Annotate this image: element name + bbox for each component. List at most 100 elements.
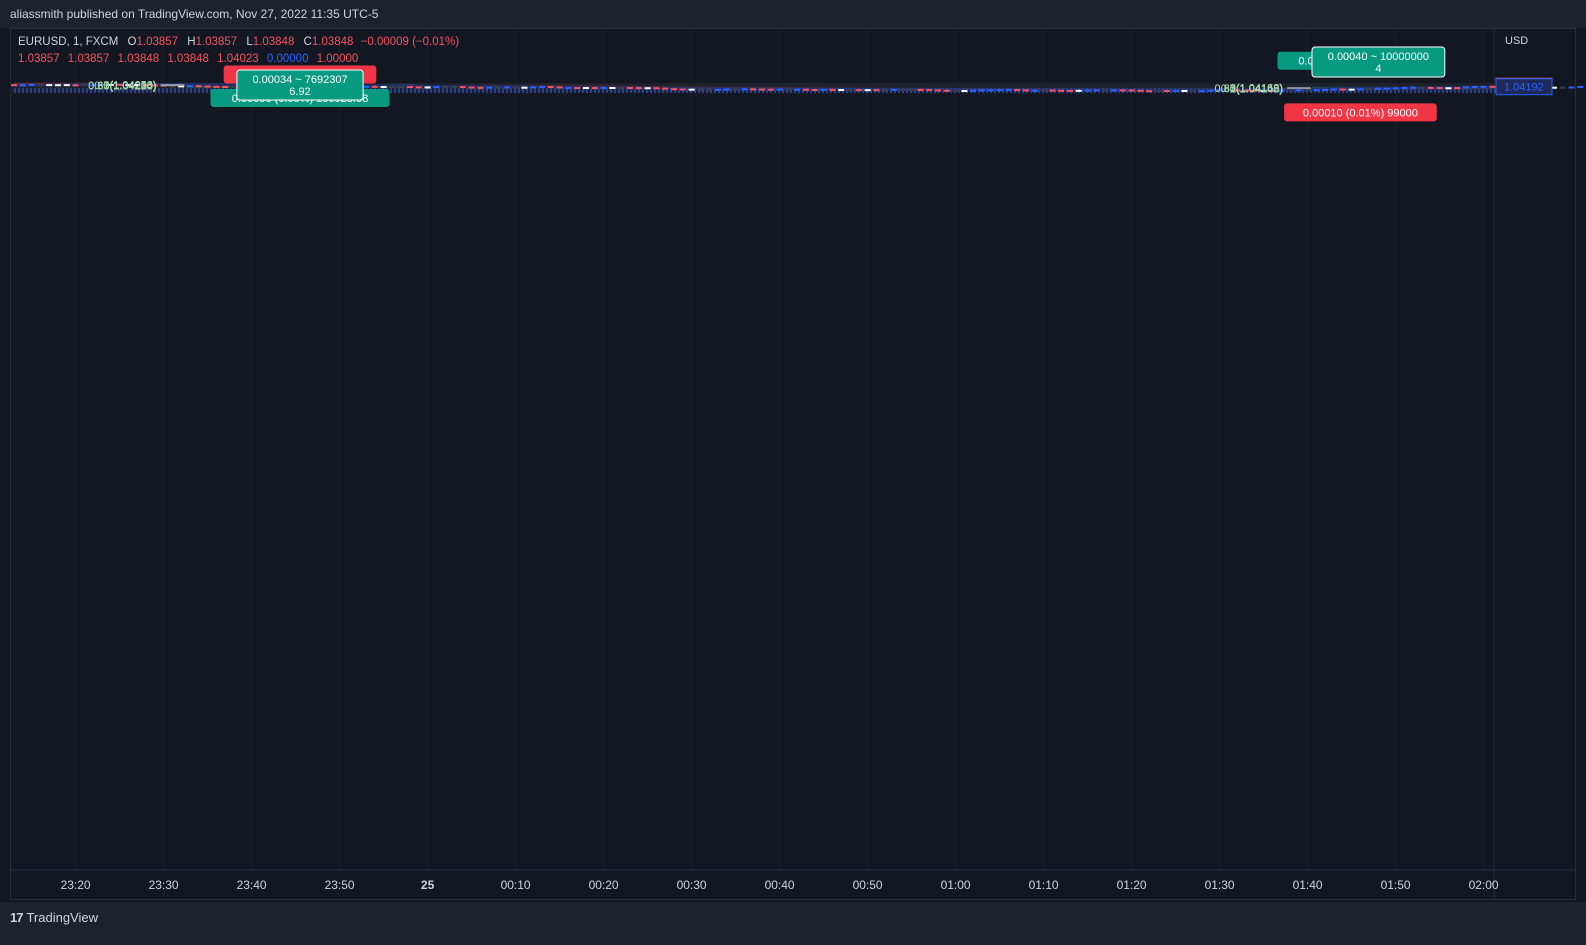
candle-body [1480,85,1487,88]
candle-body [143,84,149,87]
chart-frame[interactable] [10,28,1576,900]
candle-body [222,86,229,89]
candle-body [37,84,44,87]
candle-body [1181,89,1188,92]
candle-body [1445,87,1452,90]
candle-body [1568,86,1575,89]
candle-body [1357,88,1364,91]
candle-body [979,89,985,92]
candle-body [1049,89,1056,92]
time-tick-label: 01:10 [1029,878,1059,892]
chart-legend: EURUSD, 1, FXCM O1.03857 H1.03857 L1.038… [18,34,459,68]
candle-body [882,89,889,92]
candle-body [72,84,79,87]
fib-level-label: 0.33(1.04235) [88,80,157,92]
candle-body [1313,89,1320,92]
candle-body [1119,89,1126,92]
tv-icon: 17 [10,910,24,925]
candle-body [407,86,413,89]
candle-body [662,87,669,90]
candle-body [389,86,396,89]
candle-body [838,89,845,92]
candle-body [1436,87,1443,90]
fib-level-label: 0(1.04224) [103,81,156,93]
candle-body [1102,89,1109,92]
candle-body [1199,90,1205,93]
candle-body [442,86,449,89]
candle-body [1410,86,1417,89]
time-tick-label: 23:30 [149,878,179,892]
tradingview-logo[interactable]: 17 TradingView [10,910,98,925]
time-tick-label: 01:20 [1117,878,1147,892]
time-tick-label: 01:00 [941,878,971,892]
candle-body [371,85,378,88]
candle-body [741,88,748,91]
close-label: C [303,36,312,48]
close-value: 1.03848 [311,36,354,48]
low-label: L [246,36,253,48]
candle-body [926,88,933,91]
candle-body [627,86,633,89]
fib-level-label: 0.5(1.04240) [94,80,156,92]
candle-body [213,85,220,88]
candle-body [477,86,484,89]
indicator-value: 1.03848 [167,53,209,65]
brand-text: TradingView [26,910,99,925]
candle-body [530,86,537,89]
time-tick-label: 00:50 [853,878,883,892]
symbol-label[interactable]: EURUSD, 1, FXCM [18,36,119,48]
candle-body [935,89,941,92]
candle-body [169,85,176,88]
indicator-value: 0.00000 [266,53,309,65]
candle-body [1322,88,1329,91]
currency-label: USD [1505,35,1528,47]
candle-body [503,86,510,89]
candle-body [1093,89,1100,92]
time-tick-label: 23:40 [237,878,267,892]
candle-body [1251,89,1258,92]
candle-body [908,88,915,91]
candle-body [891,88,897,91]
candle-body [1551,86,1557,89]
price-badge-bg [1495,78,1553,96]
candle-body [917,88,924,91]
position-info-label: 0.00040 ~ 10000000 [1328,51,1429,63]
position-info-label: 4 [1375,63,1381,75]
candle-body [706,88,713,91]
candle-body [1128,89,1135,92]
time-tick-label: 23:50 [325,878,355,892]
published-line: aliassmith published on TradingView.com,… [10,7,379,21]
candle-body [952,89,959,92]
candle-body [1339,88,1346,91]
fib-level-label: 0.67(1.04245) [88,80,157,92]
time-tick-label: 02:00 [1469,878,1499,892]
time-tick-label: 00:10 [501,878,531,892]
candle-body [829,88,836,91]
candle-body [1559,86,1566,89]
candle-body [204,85,211,88]
candle-body [1190,89,1197,92]
candle-body [1040,89,1047,92]
candle-body [63,84,70,87]
indicator-line: 1.03857 1.03857 1.03848 1.03848 1.04023 … [18,51,459,68]
candle-body [767,88,774,91]
candle-body [1031,89,1038,92]
candle-body [11,84,17,87]
candle-body [785,88,792,91]
low-value: 1.03848 [252,36,295,48]
candle-body [125,84,132,87]
candle-body [1278,89,1285,92]
candle-body [46,84,53,87]
candle-body [847,89,853,92]
stop-label: 0.00010 (0.01%) 99000 [1303,107,1418,119]
candle-body [415,86,422,89]
time-tick-label: 00:30 [677,878,707,892]
candle-body [987,89,994,92]
candle-body [750,88,757,91]
candle-body [635,87,642,90]
candle-body [803,88,809,91]
candle-body [618,86,625,89]
candle-body [556,86,563,89]
candle-body [1234,89,1241,92]
